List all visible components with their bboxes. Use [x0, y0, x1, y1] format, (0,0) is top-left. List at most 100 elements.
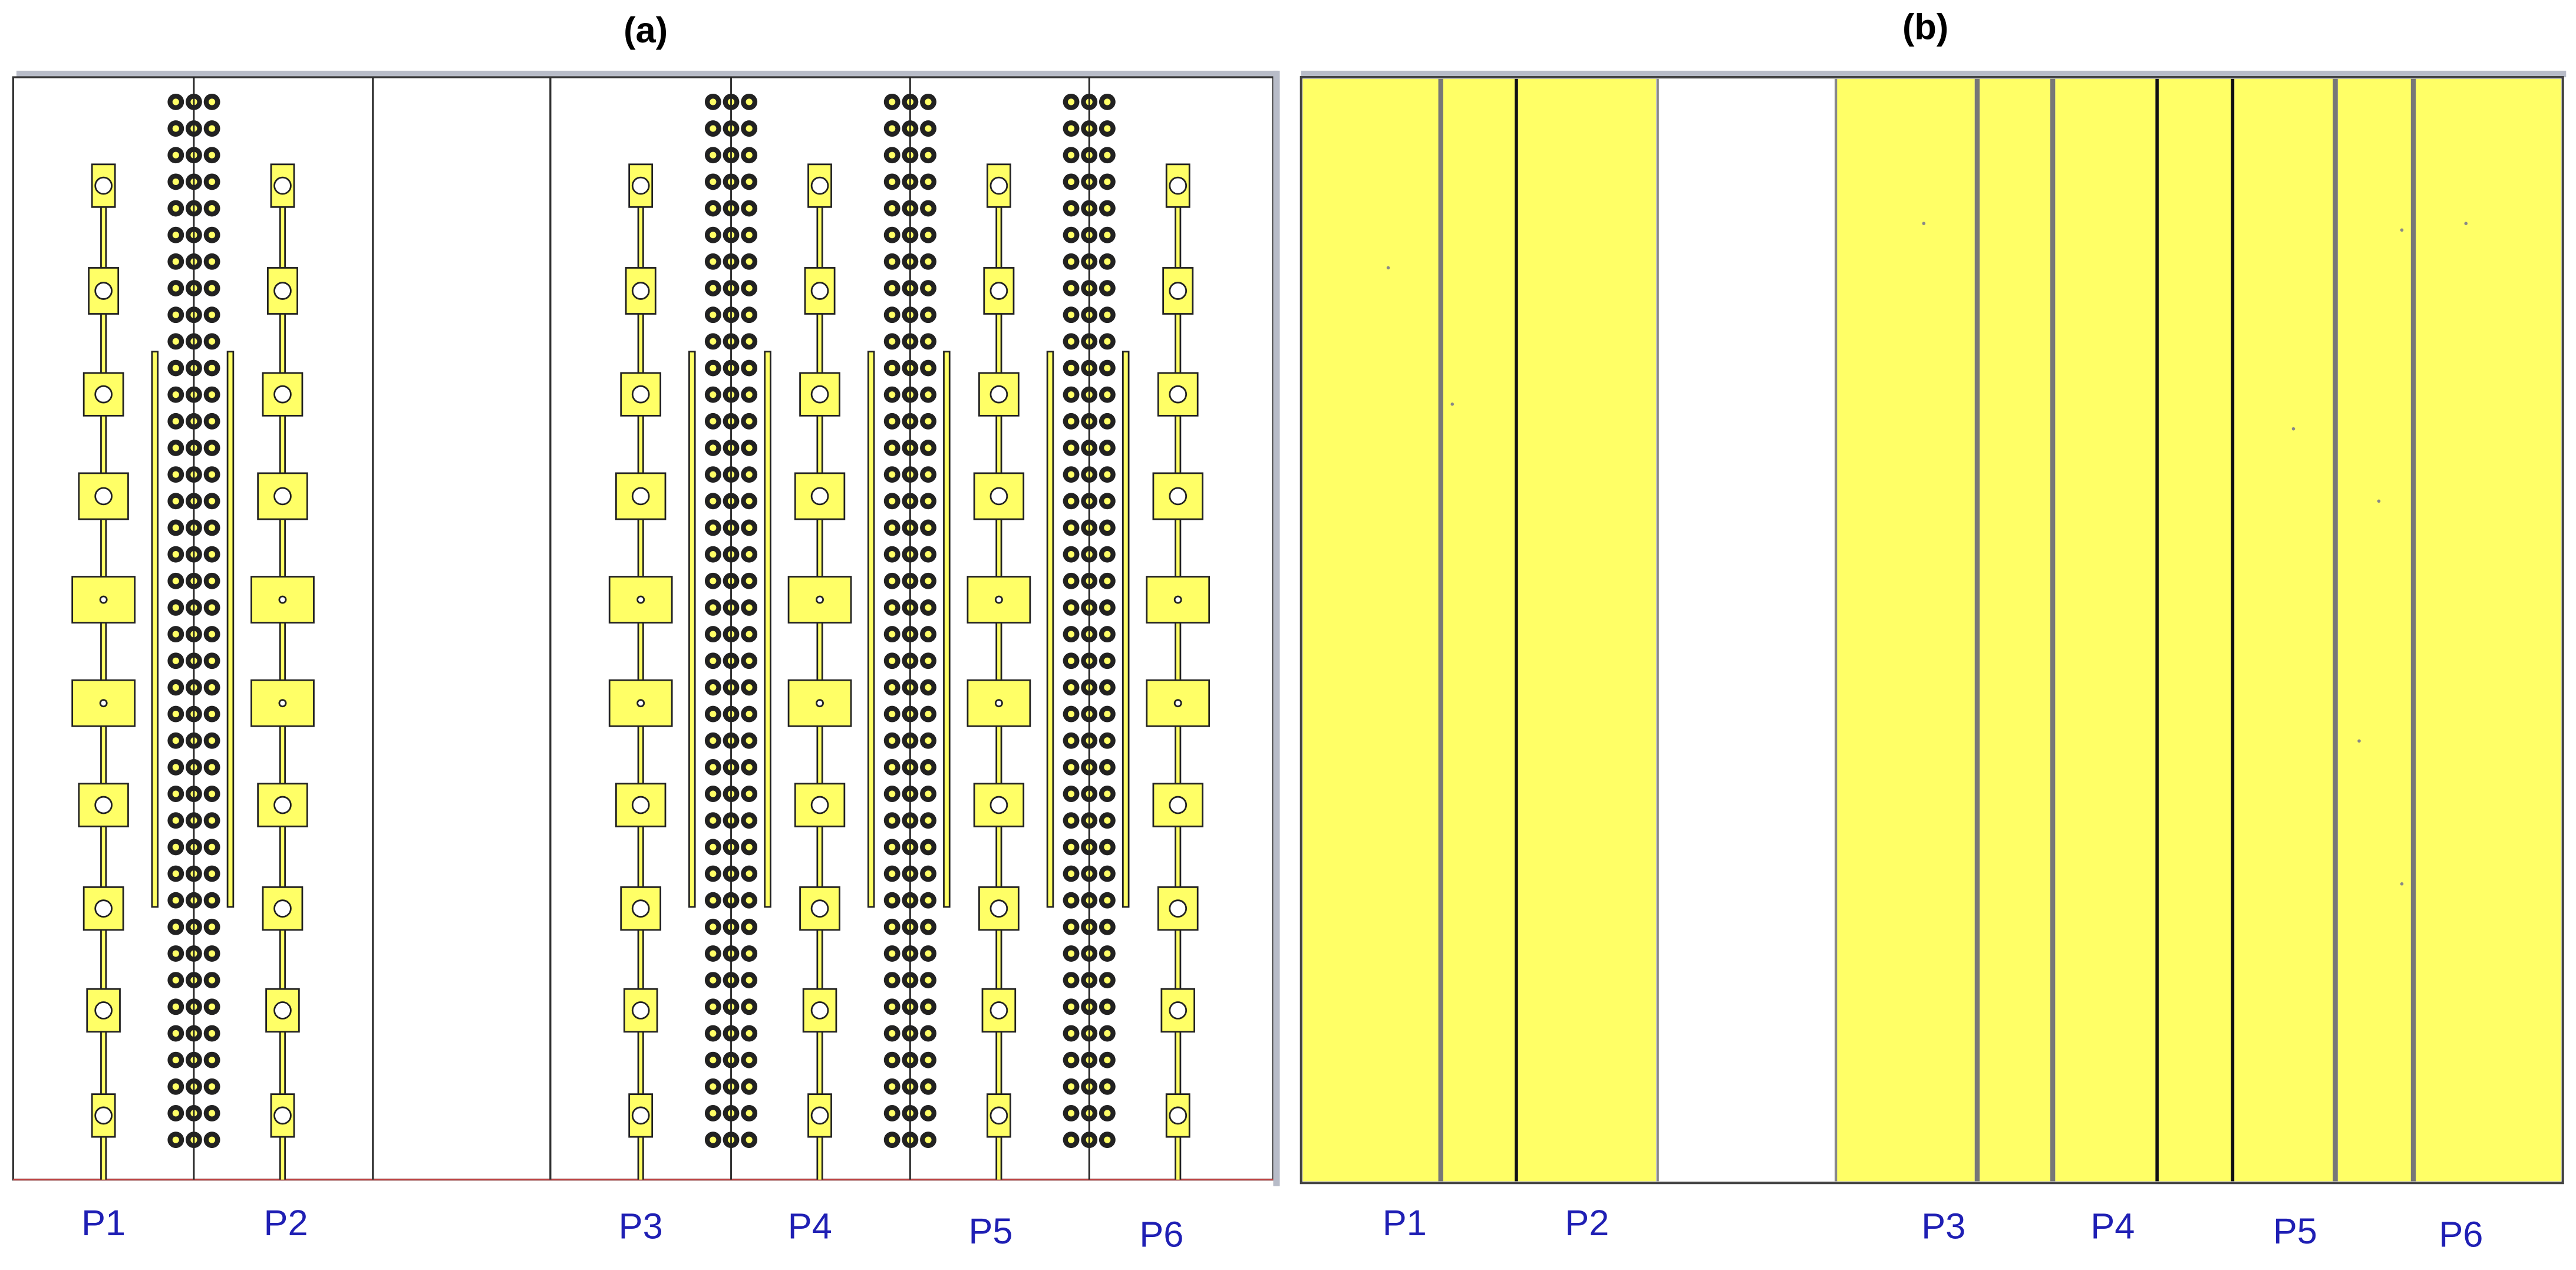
via-core: [209, 391, 216, 398]
via-core: [172, 604, 179, 611]
via-core: [889, 657, 896, 664]
via-core: [209, 737, 216, 744]
via-core: [889, 497, 896, 504]
layer-region: [1836, 78, 1975, 1182]
via-core: [710, 950, 717, 957]
via-core: [889, 790, 896, 797]
dot: [2377, 499, 2381, 503]
via-core: [889, 204, 896, 212]
via-core: [172, 1136, 179, 1143]
via-core: [710, 684, 717, 691]
dot: [1922, 222, 1926, 225]
via-core: [209, 604, 216, 611]
via-core: [746, 977, 753, 984]
via-core: [889, 1083, 896, 1090]
via-core: [209, 631, 216, 638]
pad: [787, 576, 852, 624]
port-label: P5: [968, 1210, 1012, 1251]
via-core: [925, 817, 932, 824]
via-core: [172, 1110, 179, 1117]
via-core: [710, 897, 717, 904]
via-core: [1104, 204, 1111, 212]
via-core: [889, 98, 896, 105]
layer-region: [2055, 78, 2156, 1182]
via-core: [925, 1136, 932, 1143]
via-core: [710, 364, 717, 372]
layer-region: [2415, 78, 2561, 1182]
via-core: [209, 1057, 216, 1064]
via-core: [925, 977, 932, 984]
via-core: [746, 418, 753, 425]
via-core: [889, 444, 896, 451]
via-core: [746, 604, 753, 611]
via-core: [710, 178, 717, 185]
pad-hole: [636, 699, 645, 708]
pad-hole: [273, 796, 292, 814]
pad-hole: [94, 176, 113, 195]
via-core: [710, 1083, 717, 1090]
via-core: [710, 1136, 717, 1143]
via-core: [1104, 98, 1111, 105]
via-core: [746, 551, 753, 558]
via-core: [172, 204, 179, 212]
dot: [1386, 266, 1390, 270]
via-core: [889, 258, 896, 265]
via-core: [710, 311, 717, 318]
via-core: [1067, 471, 1075, 478]
via-core: [925, 444, 932, 451]
via-core: [1104, 1110, 1111, 1117]
via-core: [889, 524, 896, 532]
via-core: [925, 204, 932, 212]
via-core: [925, 1110, 932, 1117]
via-core: [746, 631, 753, 638]
via-core: [710, 444, 717, 451]
via-core: [710, 551, 717, 558]
via-core: [889, 364, 896, 372]
port-label: P1: [1383, 1202, 1427, 1243]
via-core: [1067, 364, 1075, 372]
via-core: [1067, 444, 1075, 451]
via-core: [209, 204, 216, 212]
pad-hole: [273, 899, 292, 918]
dot: [2464, 222, 2468, 225]
pad-hole: [273, 1106, 292, 1125]
via-core: [1104, 950, 1111, 957]
pad-hole: [631, 796, 650, 814]
dot: [2400, 228, 2404, 232]
port-label: P3: [619, 1205, 663, 1246]
via-core: [746, 391, 753, 398]
layer-region: [1442, 78, 1515, 1182]
via-core: [1104, 923, 1111, 931]
via-core: [209, 790, 216, 797]
via-core: [746, 764, 753, 771]
pad-hole: [631, 385, 650, 404]
via-core: [1104, 631, 1111, 638]
via-core: [172, 790, 179, 797]
panel-a-frame-shadow: [1273, 70, 1280, 1186]
pad-hole: [273, 282, 292, 300]
via-core: [889, 631, 896, 638]
via-core: [746, 923, 753, 931]
via-core: [209, 1136, 216, 1143]
via-core: [209, 684, 216, 691]
pad-hole: [631, 1001, 650, 1020]
via-core: [746, 1110, 753, 1117]
via-core: [1104, 657, 1111, 664]
via-core: [710, 1057, 717, 1064]
via-core: [925, 364, 932, 372]
pad-hole: [94, 385, 113, 404]
via-core: [710, 578, 717, 585]
pad-hole: [94, 487, 113, 506]
via-core: [925, 870, 932, 878]
pad-hole: [810, 1001, 829, 1020]
via-core: [172, 737, 179, 744]
via-core: [209, 923, 216, 931]
via-core: [889, 578, 896, 585]
via-core: [1104, 870, 1111, 878]
via-core: [889, 1110, 896, 1117]
via-core: [925, 923, 932, 931]
via-core: [746, 950, 753, 957]
via-core: [1067, 1110, 1075, 1117]
via-core: [1067, 657, 1075, 664]
via-core: [209, 1030, 216, 1037]
